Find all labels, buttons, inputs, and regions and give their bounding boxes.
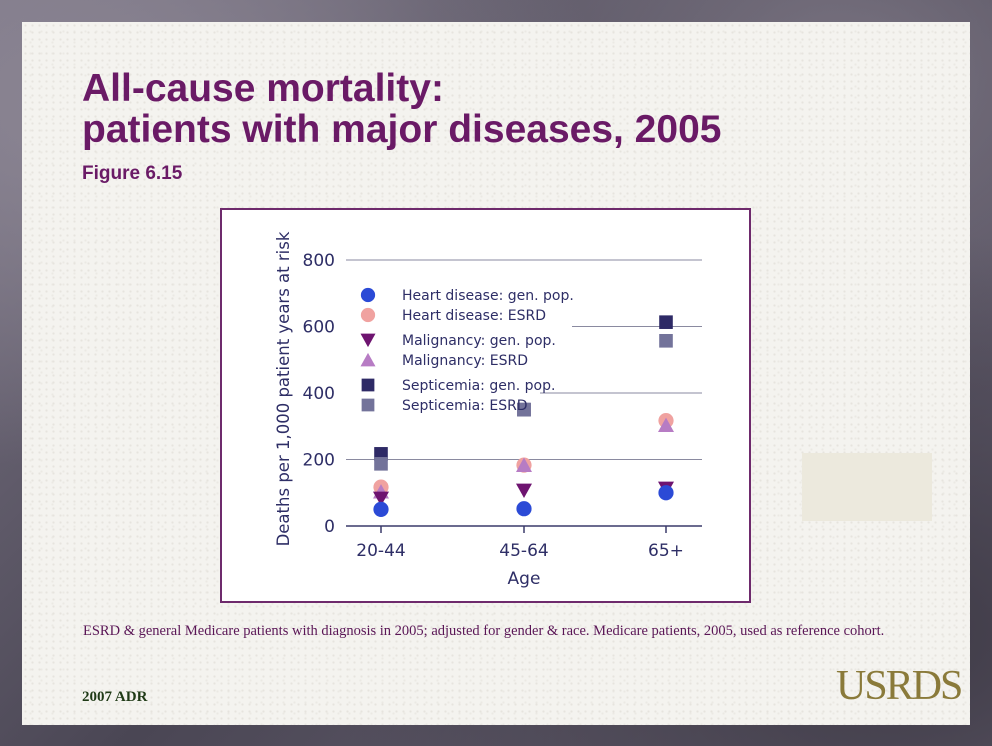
point-4-65+: [659, 315, 673, 329]
legend-marker-3: [360, 352, 376, 367]
legend-label-4: Septicemia: gen. pop.: [402, 378, 555, 394]
y-tick-label-600: 600: [303, 318, 335, 338]
beige-panel: [802, 453, 932, 521]
x-tick-label-45-64: 45-64: [499, 541, 548, 561]
usrds-logo: USRDS: [836, 663, 963, 709]
legend-marker-5: [361, 398, 375, 412]
legend-marker-2: [360, 333, 376, 348]
point-0-20-44: [373, 501, 389, 517]
point-3-45-64: [516, 457, 532, 472]
legend-label-2: Malignancy: gen. pop.: [402, 333, 556, 349]
x-tick-label-65+: 65+: [648, 541, 684, 561]
point-3-65+: [658, 417, 674, 433]
point-5-65+: [659, 333, 673, 348]
point-5-20-44: [374, 457, 388, 471]
x-tick-label-20-44: 20-44: [356, 541, 405, 561]
point-5-45-64: [517, 402, 531, 417]
y-tick-label-200: 200: [303, 451, 335, 471]
slide-title: All-cause mortality: patients with major…: [82, 68, 721, 150]
x-axis-title: Age: [508, 569, 541, 589]
legend-marker-4: [361, 378, 375, 392]
legend-label-1: Heart disease: ESRD: [402, 308, 546, 324]
legend-label-0: Heart disease: gen. pop.: [402, 288, 574, 304]
title-line-1: All-cause mortality:: [82, 67, 444, 110]
legend-label-5: Septicemia: ESRD: [402, 398, 528, 414]
footer-adr: 2007 ADR: [82, 689, 148, 705]
point-0-65+: [658, 485, 674, 501]
y-tick-label-800: 800: [303, 251, 335, 271]
legend-marker-0: [360, 287, 376, 303]
slide: All-cause mortality: patients with major…: [22, 22, 970, 725]
point-0-45-64: [516, 501, 532, 517]
legend-label-3: Malignancy: ESRD: [402, 353, 528, 369]
figure-number: Figure 6.15: [82, 163, 183, 184]
scatter-chart: 0 200 400 600 800 20-44 45-64 65+ Age Deaths per …: [274, 231, 702, 589]
y-tick-label-0: 0: [324, 517, 335, 537]
caption: ESRD & general Medicare patients with di…: [83, 623, 885, 639]
y-tick-label-400: 400: [303, 384, 335, 404]
point-2-20-44: [373, 491, 389, 507]
title-line-2: patients with major diseases, 2005: [82, 108, 722, 151]
point-2-45-64: [516, 483, 532, 499]
y-axis-title: Deaths per 1,000 patient years at risk: [274, 231, 293, 546]
chart-panel: 0 200 400 600 800 20-44 45-64 65+ Age Deaths per …: [220, 208, 751, 603]
legend-marker-1: [360, 307, 376, 323]
